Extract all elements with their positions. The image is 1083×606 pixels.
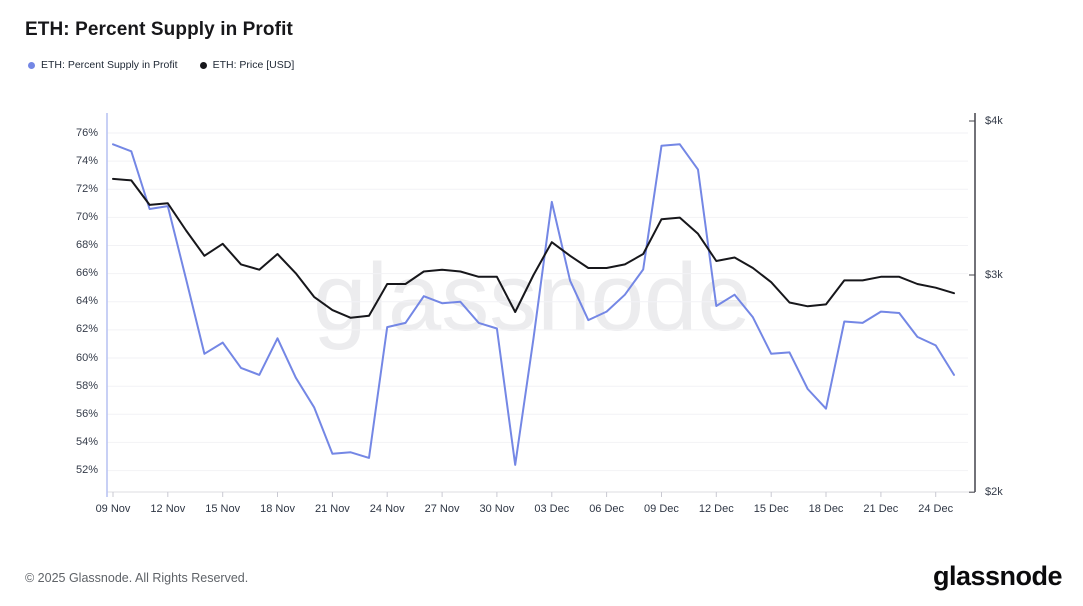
series-line-right — [112, 177, 955, 319]
legend-item-price-usd[interactable]: ETH: Price [USD] — [199, 59, 295, 71]
copyright-text: © 2025 Glassnode. All Rights Reserved. — [25, 571, 249, 585]
page-title: ETH: Percent Supply in Profit — [25, 19, 293, 40]
legend-item-percent-supply-in-profit[interactable]: ETH: Percent Supply in Profit — [28, 59, 178, 71]
legend-label: ETH: Price [USD] — [212, 59, 295, 71]
series-dot-icon — [28, 61, 35, 69]
legend: ETH: Percent Supply in Profit ETH: Price… — [28, 59, 294, 71]
legend-label: ETH: Percent Supply in Profit — [41, 59, 178, 71]
chart-plot-area[interactable] — [0, 0, 1083, 555]
series-line-left — [112, 143, 955, 466]
glassnode-logo: glassnode — [932, 561, 1063, 591]
series-dot-icon — [199, 61, 207, 69]
